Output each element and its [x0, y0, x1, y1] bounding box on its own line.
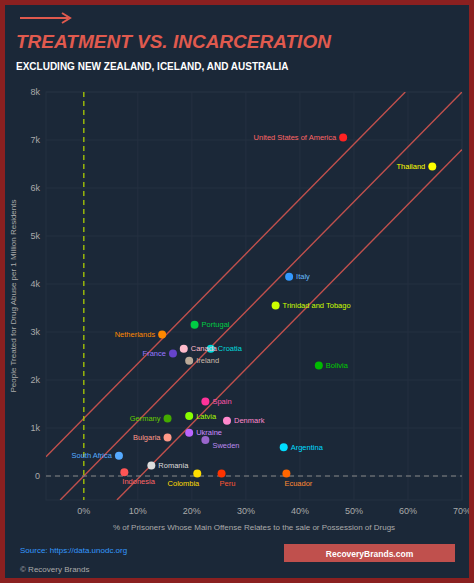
y-tick-label: 3k	[30, 327, 40, 337]
y-tick-label: 4k	[30, 279, 40, 289]
point-label: Argentina	[291, 443, 324, 452]
grid-line-x	[299, 92, 300, 500]
background	[0, 0, 474, 583]
point-label: Bulgaria	[133, 433, 161, 442]
point-label: Ireland	[196, 356, 219, 365]
vertical-line	[83, 92, 84, 500]
point-label: Colombia	[168, 479, 201, 488]
grid-line-x	[353, 92, 354, 500]
point	[147, 461, 155, 469]
outer-border	[3, 3, 472, 581]
horizontal-line	[46, 476, 462, 477]
point-label: Canada	[191, 344, 218, 353]
grid-line-x	[83, 92, 84, 500]
title-arrow	[20, 17, 68, 19]
point-label: Thailand	[397, 162, 426, 171]
y-tick-label: 2k	[30, 375, 40, 385]
chart: TREATMENT VS. INCARCERATION EXCLUDING NEW…	[0, 0, 474, 583]
point	[158, 330, 166, 338]
reference-line	[46, 92, 405, 457]
point-label: Peru	[220, 479, 236, 488]
source: Source: https://data.unodc.org	[20, 546, 127, 555]
point	[280, 443, 288, 451]
point-label: Portugal	[202, 320, 230, 329]
point	[180, 345, 188, 353]
grid-line-y	[46, 188, 462, 189]
x-tick-label: 0%	[77, 506, 90, 516]
plot-area	[46, 92, 462, 500]
y-tick-label: 1k	[30, 423, 40, 433]
reference-line	[117, 150, 462, 500]
point	[218, 470, 226, 478]
y-tick-label: 8k	[30, 87, 40, 97]
point-label: Trinidad and Tobago	[283, 301, 351, 310]
point-label: Ukraine	[196, 428, 222, 437]
copyright: © Recovery Brands	[20, 565, 89, 574]
point-label: Germany	[130, 414, 161, 423]
title: TREATMENT VS. INCARCERATION	[16, 31, 332, 52]
grid-line-x	[407, 92, 408, 500]
title-arrow-head	[62, 13, 70, 23]
point	[185, 412, 193, 420]
point	[169, 350, 177, 358]
point-label: South Africa	[71, 451, 112, 460]
point-label: Netherlands	[115, 330, 156, 339]
x-tick-label: 30%	[237, 506, 255, 516]
subtitle: EXCLUDING NEW ZEALAND, ICELAND, AND AUST…	[16, 61, 289, 72]
point	[120, 468, 128, 476]
point-label: Spain	[212, 397, 231, 406]
point-label: Romania	[158, 461, 189, 470]
point	[185, 429, 193, 437]
x-tick-label: 60%	[399, 506, 417, 516]
point	[428, 162, 436, 170]
point	[285, 273, 293, 281]
point	[191, 321, 199, 329]
grid-line-y	[46, 284, 462, 285]
point-label: Croatia	[218, 344, 243, 353]
y-tick-label: 0	[35, 471, 40, 481]
x-axis-label: % of Prisoners Whose Main Offense Relate…	[113, 523, 395, 532]
point	[164, 414, 172, 422]
point-label: Indonesia	[122, 477, 155, 486]
y-axis-label: People Treated for Drug Abuse per 1 Mill…	[9, 200, 18, 393]
point-label: France	[143, 349, 166, 358]
point	[272, 302, 280, 310]
y-tick-label: 6k	[30, 183, 40, 193]
grid-line-x	[191, 92, 192, 500]
point-label: Bolivia	[326, 361, 349, 370]
point	[185, 357, 193, 365]
point	[315, 362, 323, 370]
grid-line-y	[46, 476, 462, 477]
point	[115, 452, 123, 460]
x-tick-label: 20%	[183, 506, 201, 516]
grid-line-y	[46, 236, 462, 237]
x-tick-label: 10%	[129, 506, 147, 516]
point-label: Latvia	[196, 412, 217, 421]
plot-frame	[46, 92, 462, 500]
point	[201, 398, 209, 406]
point	[193, 470, 201, 478]
x-tick-label: 70%	[453, 506, 471, 516]
point	[282, 470, 290, 478]
x-tick-label: 50%	[345, 506, 363, 516]
grid-line-y	[46, 332, 462, 333]
brand: RecoveryBrands.com	[326, 549, 414, 559]
point	[164, 434, 172, 442]
grid-line-y	[46, 428, 462, 429]
grid-line-y	[46, 380, 462, 381]
x-tick-label: 40%	[291, 506, 309, 516]
point-label: Denmark	[234, 416, 265, 425]
point-label: Sweden	[212, 441, 239, 450]
y-tick-label: 7k	[30, 135, 40, 145]
point-label: Italy	[296, 272, 310, 281]
grid-line-x	[245, 92, 246, 500]
brand-box	[284, 544, 455, 562]
y-tick-label: 5k	[30, 231, 40, 241]
point	[223, 417, 231, 425]
point-label: United States of America	[254, 133, 337, 142]
reference-line	[60, 92, 462, 500]
point-label: Ecuador	[284, 479, 312, 488]
point	[339, 134, 347, 142]
